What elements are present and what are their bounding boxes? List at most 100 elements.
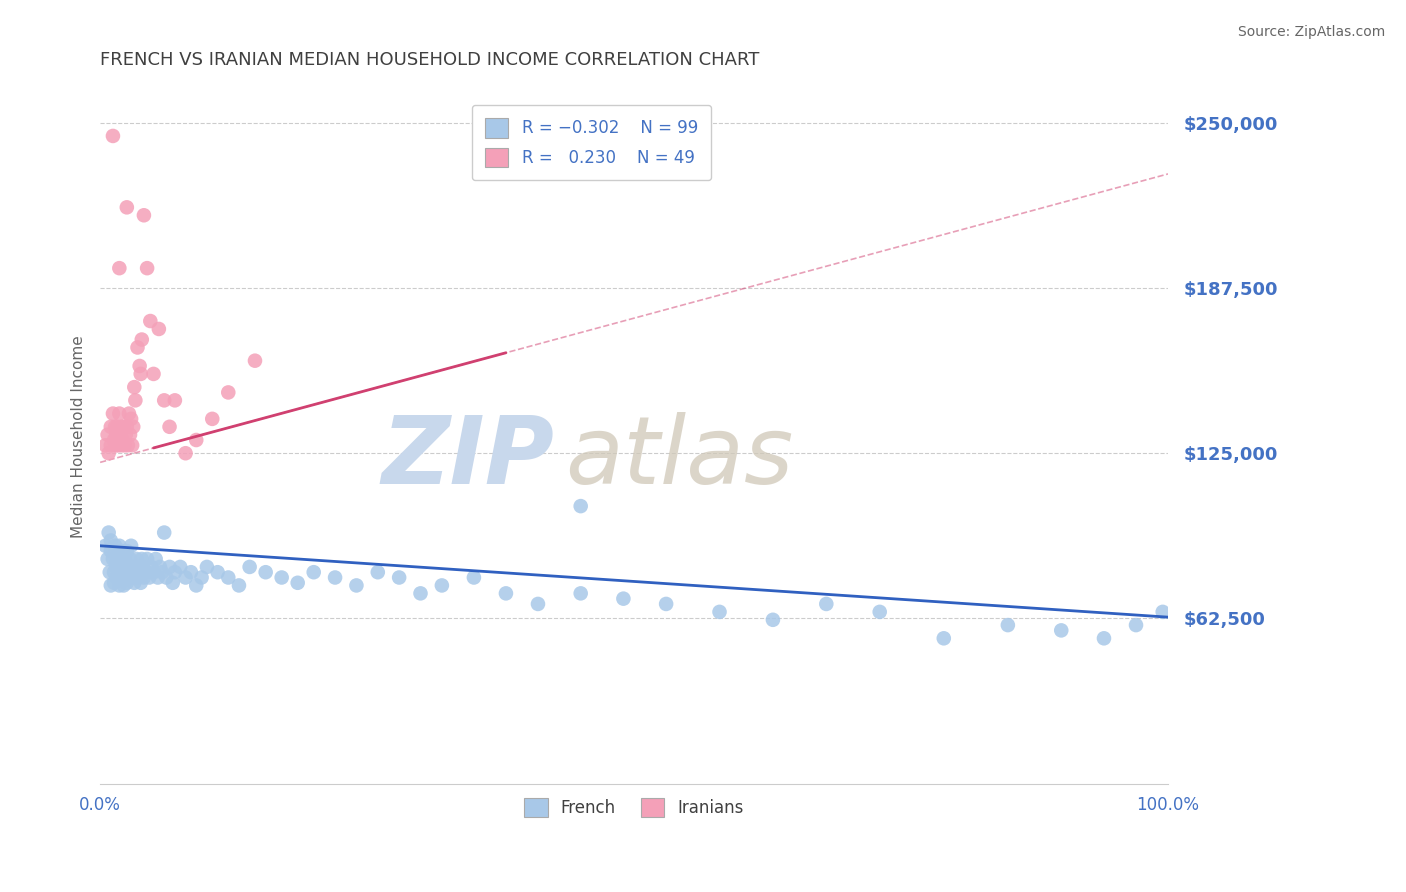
Point	[869, 605, 891, 619]
Point	[1050, 624, 1073, 638]
Point	[129, 575, 152, 590]
Text: Source: ZipAtlas.com: Source: ZipAtlas.com	[1237, 25, 1385, 39]
Point	[139, 314, 162, 328]
Point	[100, 544, 122, 558]
Point	[346, 578, 368, 592]
Point	[128, 359, 150, 373]
Text: atlas: atlas	[565, 412, 793, 503]
Point	[180, 565, 202, 579]
Point	[112, 419, 135, 434]
Point	[105, 555, 128, 569]
Point	[155, 570, 177, 584]
Point	[114, 427, 136, 442]
Point	[124, 575, 146, 590]
Point	[815, 597, 838, 611]
Point	[287, 575, 309, 590]
Point	[104, 539, 127, 553]
Point	[163, 565, 186, 579]
Point	[105, 438, 128, 452]
Point	[186, 578, 208, 592]
Point	[110, 419, 132, 434]
Point	[98, 565, 121, 579]
Point	[107, 565, 129, 579]
Point	[115, 419, 138, 434]
Point	[118, 407, 141, 421]
Point	[495, 586, 517, 600]
Point	[118, 552, 141, 566]
Point	[569, 586, 592, 600]
Point	[115, 200, 138, 214]
Point	[146, 570, 169, 584]
Point	[169, 560, 191, 574]
Point	[110, 427, 132, 442]
Point	[302, 565, 325, 579]
Point	[153, 393, 176, 408]
Point	[409, 586, 432, 600]
Point	[932, 632, 955, 646]
Point	[128, 560, 150, 574]
Point	[159, 419, 181, 434]
Point	[117, 560, 139, 574]
Point	[762, 613, 785, 627]
Point	[217, 570, 239, 584]
Point	[254, 565, 277, 579]
Point	[569, 499, 592, 513]
Point	[115, 544, 138, 558]
Point	[124, 565, 146, 579]
Point	[243, 353, 266, 368]
Point	[128, 565, 150, 579]
Point	[108, 539, 131, 553]
Point	[118, 565, 141, 579]
Point	[121, 438, 143, 452]
Point	[97, 552, 120, 566]
Point	[270, 570, 292, 584]
Point	[463, 570, 485, 584]
Point	[132, 208, 155, 222]
Point	[105, 560, 128, 574]
Point	[108, 261, 131, 276]
Point	[323, 570, 346, 584]
Point	[612, 591, 634, 606]
Point	[97, 525, 120, 540]
Point	[101, 407, 124, 421]
Point	[94, 438, 117, 452]
Point	[201, 412, 224, 426]
Point	[108, 578, 131, 592]
Point	[527, 597, 550, 611]
Point	[125, 552, 148, 566]
Point	[124, 380, 146, 394]
Text: FRENCH VS IRANIAN MEDIAN HOUSEHOLD INCOME CORRELATION CHART: FRENCH VS IRANIAN MEDIAN HOUSEHOLD INCOM…	[100, 51, 759, 69]
Point	[120, 412, 142, 426]
Point	[121, 570, 143, 584]
Point	[114, 570, 136, 584]
Legend: French, Iranians: French, Iranians	[517, 791, 751, 824]
Point	[115, 575, 138, 590]
Point	[110, 570, 132, 584]
Point	[111, 433, 134, 447]
Point	[239, 560, 262, 574]
Point	[103, 433, 125, 447]
Point	[367, 565, 389, 579]
Point	[127, 570, 149, 584]
Point	[108, 407, 131, 421]
Point	[655, 597, 678, 611]
Point	[136, 552, 159, 566]
Point	[1125, 618, 1147, 632]
Point	[388, 570, 411, 584]
Point	[149, 560, 172, 574]
Point	[114, 552, 136, 566]
Point	[122, 560, 145, 574]
Point	[145, 552, 167, 566]
Point	[430, 578, 453, 592]
Point	[101, 552, 124, 566]
Point	[103, 565, 125, 579]
Point	[105, 419, 128, 434]
Point	[101, 128, 124, 143]
Point	[100, 438, 122, 452]
Point	[107, 438, 129, 452]
Point	[217, 385, 239, 400]
Point	[100, 533, 122, 548]
Point	[141, 560, 163, 574]
Point	[129, 367, 152, 381]
Point	[1092, 632, 1115, 646]
